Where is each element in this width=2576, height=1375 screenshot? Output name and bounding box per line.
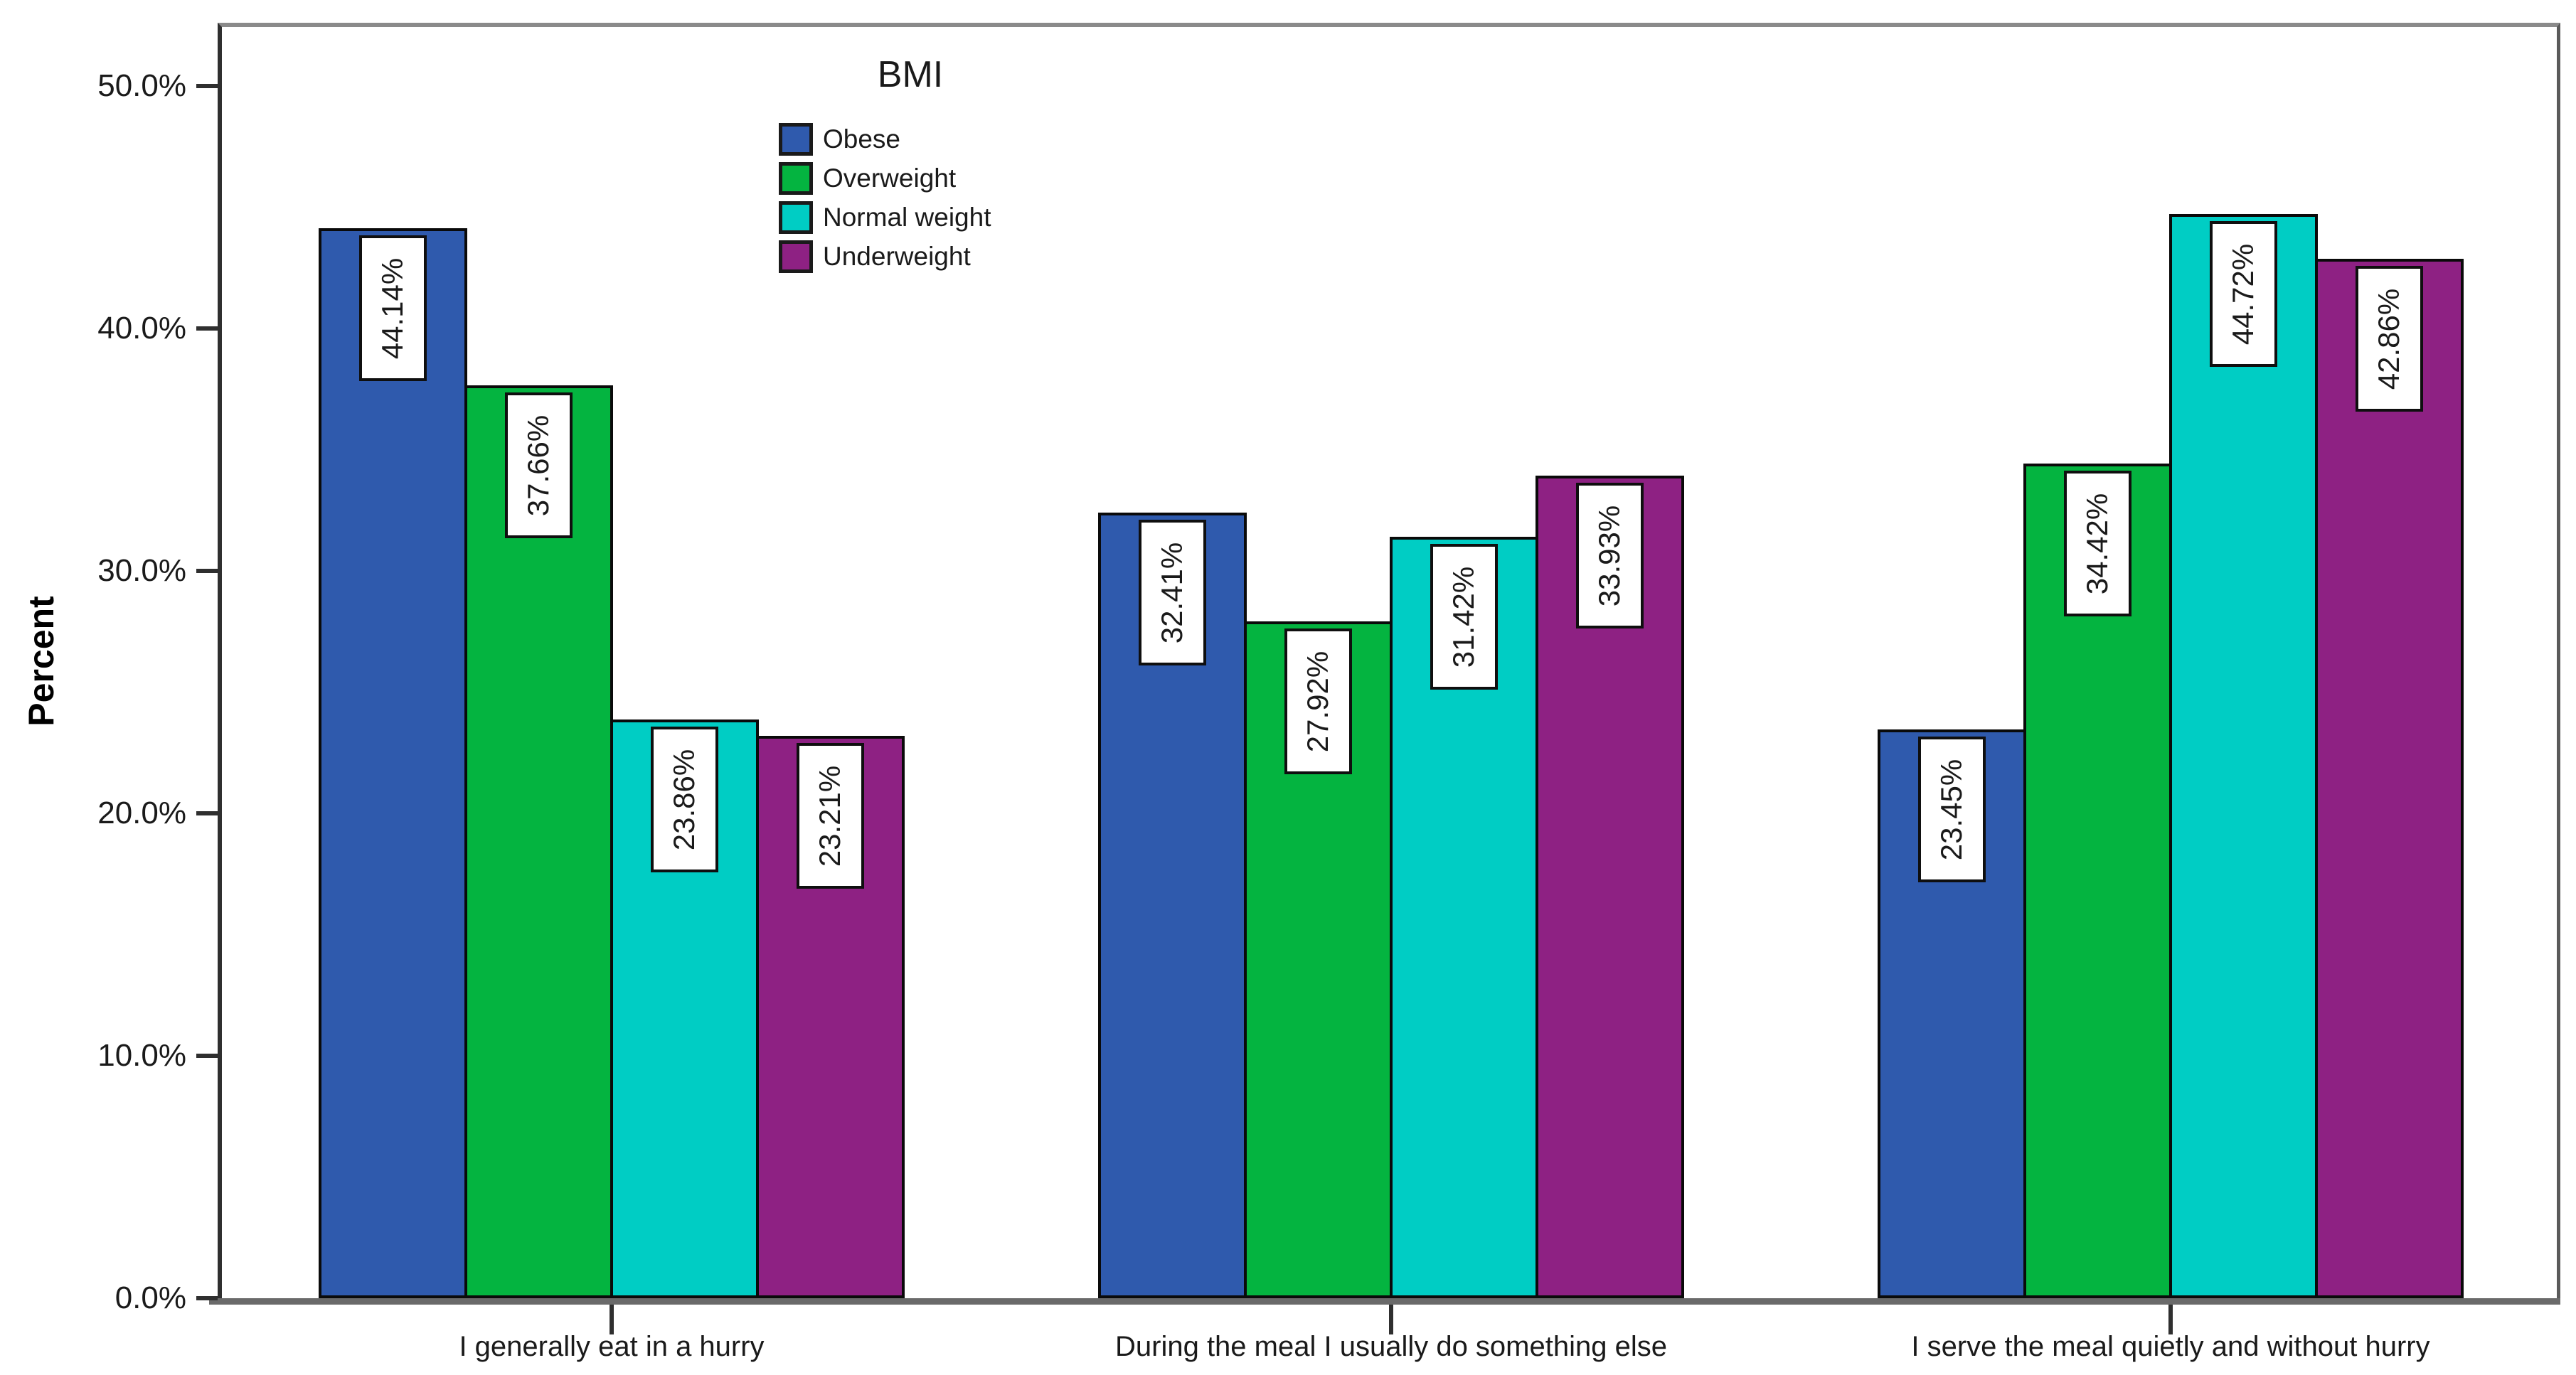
legend-swatch-overweight <box>779 162 813 195</box>
bar-value-label: 23.45% <box>1918 737 1986 882</box>
legend-swatch-obese <box>779 123 813 156</box>
x-category-label: I generally eat in a hurry <box>459 1331 765 1362</box>
bar-obese <box>319 228 467 1298</box>
bar-value-text: 23.86% <box>667 749 701 850</box>
y-tick-label: 30.0% <box>97 553 186 588</box>
bar-value-text: 44.14% <box>376 257 410 359</box>
y-axis-title: Percent <box>21 596 61 727</box>
bar-value-label: 27.92% <box>1284 628 1352 774</box>
bar-value-text: 31.42% <box>1447 566 1481 668</box>
legend-label: Obese <box>823 124 901 154</box>
x-category-label: I serve the meal quietly and without hur… <box>1911 1331 2430 1362</box>
x-category-label: During the meal I usually do something e… <box>1115 1331 1667 1362</box>
legend-label: Overweight <box>823 164 957 193</box>
bar-value-text: 32.41% <box>1155 542 1189 643</box>
bar-value-label: 44.72% <box>2210 221 2277 367</box>
legend-label: Underweight <box>823 242 971 271</box>
bar-value-label: 34.42% <box>2064 471 2131 616</box>
bar-underweight <box>2315 259 2464 1298</box>
bar-value-label: 32.41% <box>1139 520 1206 665</box>
legend-title: BMI <box>877 54 944 95</box>
bar-value-text: 23.45% <box>1934 759 1969 860</box>
bar-value-label: 37.66% <box>505 392 573 538</box>
y-tick-label: 40.0% <box>97 311 186 346</box>
bar-value-label: 31.42% <box>1430 544 1498 690</box>
x-tick-mark <box>610 1305 614 1334</box>
legend-swatch-normal-weight <box>779 201 813 234</box>
bar-value-text: 27.92% <box>1301 651 1335 752</box>
bar-value-text: 33.93% <box>1592 505 1627 606</box>
bar-value-text: 44.72% <box>2226 243 2260 345</box>
bar-value-text: 23.21% <box>813 765 847 867</box>
y-tick-mark <box>196 326 218 331</box>
y-tick-label: 0.0% <box>115 1280 186 1315</box>
bar-value-text: 34.42% <box>2080 493 2114 594</box>
y-tick-mark <box>196 569 218 573</box>
bar-value-text: 37.66% <box>521 414 555 516</box>
y-tick-mark <box>196 1054 218 1058</box>
y-tick-mark <box>196 1296 218 1300</box>
legend-swatch-underweight <box>779 240 813 273</box>
bar-value-label: 23.21% <box>797 743 864 889</box>
x-tick-mark <box>1389 1305 1393 1334</box>
bar-value-text: 42.86% <box>2372 288 2406 390</box>
bar-value-label: 33.93% <box>1576 483 1644 628</box>
y-tick-mark <box>196 84 218 88</box>
bar-value-label: 42.86% <box>2356 266 2423 412</box>
bar-value-label: 23.86% <box>651 727 718 872</box>
y-tick-mark <box>196 811 218 815</box>
x-tick-mark <box>2168 1305 2173 1334</box>
y-tick-label: 10.0% <box>97 1038 186 1073</box>
bar-normal-weight <box>2169 214 2318 1298</box>
y-tick-label: 50.0% <box>97 68 186 103</box>
x-axis-line <box>209 1298 2560 1305</box>
y-tick-label: 20.0% <box>97 796 186 830</box>
legend-label: Normal weight <box>823 203 991 232</box>
bar-value-label: 44.14% <box>359 235 427 381</box>
